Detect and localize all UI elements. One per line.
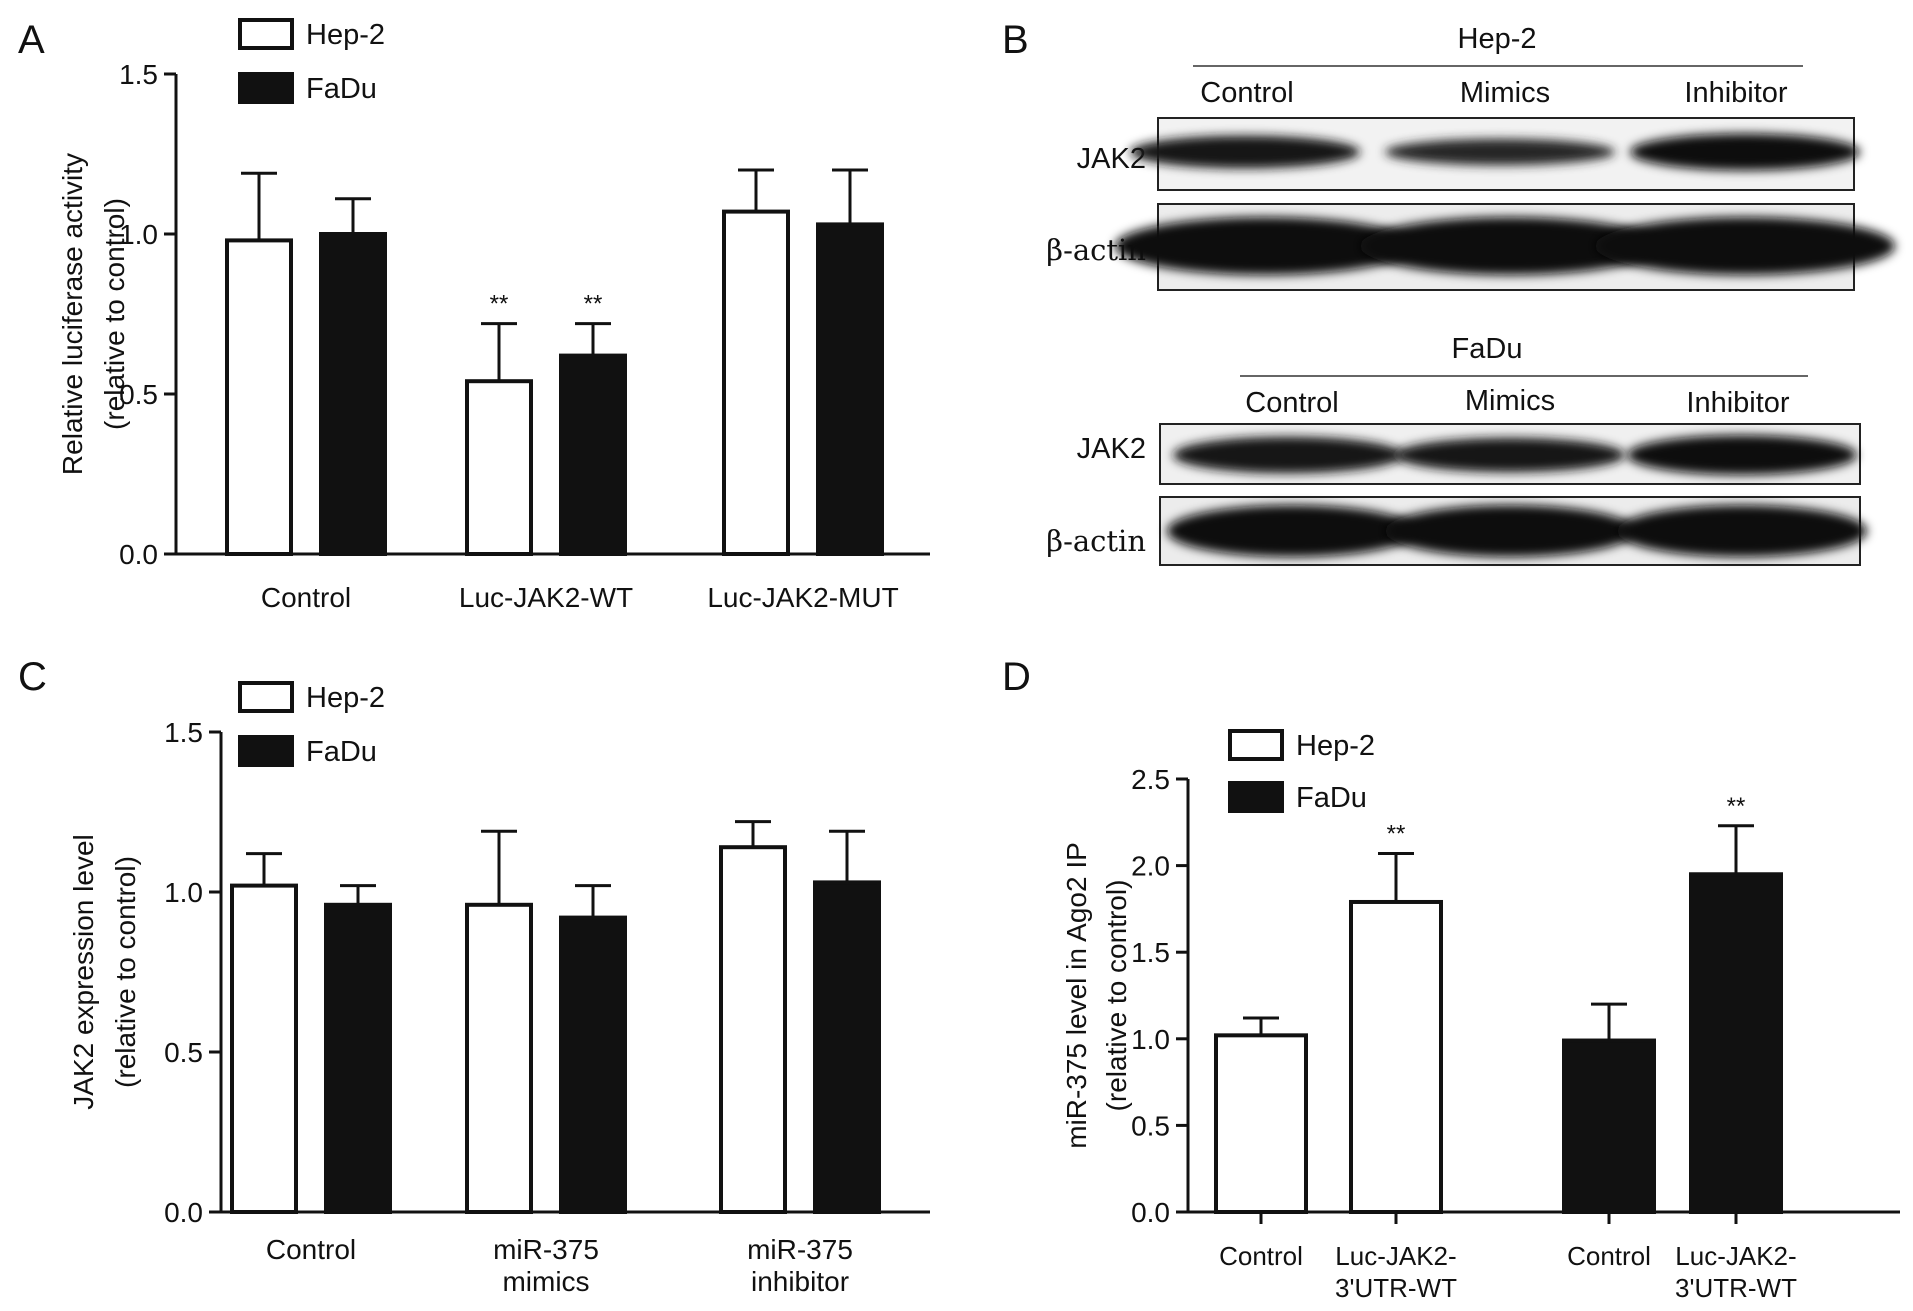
legend-swatch bbox=[1228, 781, 1284, 813]
blot-title-fadu: FaDu bbox=[1452, 333, 1523, 365]
x-tick-label: Control bbox=[266, 1234, 356, 1265]
lane-label-fadu-control: Control bbox=[1245, 387, 1339, 419]
y-tick-label: 0.5 bbox=[164, 1037, 203, 1068]
bar bbox=[1562, 1038, 1656, 1215]
lane-label-fadu-mimics: Mimics bbox=[1465, 385, 1555, 417]
blot-band bbox=[1385, 505, 1635, 557]
blot-band bbox=[1630, 133, 1860, 171]
blot-band bbox=[1385, 138, 1615, 166]
x-tick-label: Luc-JAK2-MUT bbox=[707, 582, 898, 613]
bar bbox=[1689, 872, 1783, 1214]
y-axis-label: miR-375 level in Ago2 IP bbox=[1061, 842, 1092, 1149]
legend-label: FaDu bbox=[1296, 782, 1367, 814]
y-tick-label: 1.5 bbox=[1131, 937, 1170, 968]
bar bbox=[813, 880, 881, 1214]
legend-label: Hep-2 bbox=[306, 19, 385, 51]
blot-band bbox=[1395, 437, 1625, 473]
x-tick-label: mimics bbox=[502, 1266, 589, 1297]
lane-label-hep2-mimics: Mimics bbox=[1460, 77, 1550, 109]
blot-band bbox=[1115, 217, 1415, 275]
significance-label: ** bbox=[1387, 820, 1406, 847]
legend-label: FaDu bbox=[306, 736, 377, 768]
y-tick-label: 0.5 bbox=[119, 379, 158, 410]
blot-band bbox=[1360, 217, 1660, 275]
legend-label: Hep-2 bbox=[306, 682, 385, 714]
y-tick-label: 1.0 bbox=[119, 219, 158, 250]
legend-swatch bbox=[238, 681, 294, 713]
bar bbox=[319, 232, 387, 556]
panel-label-a: A bbox=[18, 18, 45, 62]
x-tick-label: miR-375 bbox=[493, 1234, 599, 1265]
x-tick-label: Luc-JAK2-WT bbox=[459, 582, 633, 613]
y-tick-label: 2.0 bbox=[1131, 851, 1170, 882]
y-tick-label: 0.0 bbox=[1131, 1197, 1170, 1228]
x-tick-label: Luc-JAK2- bbox=[1675, 1241, 1796, 1271]
significance-label: ** bbox=[1727, 793, 1746, 820]
bar bbox=[465, 902, 533, 1215]
y-tick-label: 1.5 bbox=[164, 717, 203, 748]
bar bbox=[225, 238, 293, 556]
y-tick-label: 1.0 bbox=[164, 877, 203, 908]
y-axis-label: (relative to control) bbox=[1101, 880, 1132, 1112]
y-axis-label: JAK2 expression level bbox=[68, 834, 99, 1109]
bar bbox=[324, 902, 392, 1215]
chart-a: 0.0 0.5 1.0 1.5 Relative luciferase activity… bbox=[57, 18, 930, 613]
y-tick-label: 2.5 bbox=[1131, 764, 1170, 795]
bar bbox=[719, 845, 787, 1214]
row-label-fadu-jak2: JAK2 bbox=[1077, 433, 1146, 465]
legend-swatch bbox=[238, 18, 294, 50]
y-tick-label: 0.0 bbox=[164, 1197, 203, 1228]
bar bbox=[559, 353, 627, 556]
y-tick-label: 0.5 bbox=[1131, 1110, 1170, 1141]
panel-label-c: C bbox=[18, 655, 47, 699]
bar bbox=[816, 222, 884, 556]
legend-label: FaDu bbox=[306, 73, 377, 105]
chart-c: 0.0 0.5 1.0 1.5 JAK2 expression level (relati… bbox=[68, 681, 930, 1297]
significance-label: ** bbox=[490, 291, 509, 318]
blot-band bbox=[1595, 217, 1895, 275]
chart-d: 0.0 0.5 1.0 1.5 2.0 2.5 miR-375 level in Ago2 … bbox=[1061, 729, 1900, 1303]
x-tick-label: 3'UTR-WT bbox=[1675, 1273, 1797, 1303]
bar bbox=[1214, 1033, 1308, 1214]
legend-swatch bbox=[238, 735, 294, 767]
y-axis-label: (relative to control) bbox=[99, 198, 130, 430]
x-tick-label: Luc-JAK2- bbox=[1335, 1241, 1456, 1271]
x-tick-label: miR-375 bbox=[747, 1234, 853, 1265]
panel-label-b: B bbox=[1002, 18, 1029, 62]
x-tick-label: 3'UTR-WT bbox=[1335, 1273, 1457, 1303]
y-tick-label: 0.0 bbox=[119, 539, 158, 570]
bar bbox=[559, 915, 627, 1214]
y-tick-label: 1.5 bbox=[119, 59, 158, 90]
blot-band bbox=[1173, 436, 1403, 474]
bar bbox=[230, 883, 298, 1214]
blot-title-hep2: Hep-2 bbox=[1458, 23, 1537, 55]
lane-label-fadu-inhibitor: Inhibitor bbox=[1686, 387, 1790, 419]
x-tick-label: inhibitor bbox=[751, 1266, 849, 1297]
legend-label: Hep-2 bbox=[1296, 730, 1375, 762]
blot-band bbox=[1130, 135, 1360, 169]
blot-band bbox=[1167, 505, 1417, 557]
bar bbox=[722, 209, 790, 556]
blot-band bbox=[1627, 435, 1857, 475]
x-tick-label: Control bbox=[1567, 1241, 1651, 1271]
blot-band bbox=[1617, 505, 1867, 557]
lane-label-hep2-inhibitor: Inhibitor bbox=[1684, 77, 1788, 109]
legend-swatch bbox=[238, 72, 294, 104]
bar bbox=[1349, 899, 1443, 1215]
significance-label: ** bbox=[584, 291, 603, 318]
x-tick-label: Control bbox=[1219, 1241, 1303, 1271]
panel-label-d: D bbox=[1002, 655, 1031, 699]
bar bbox=[465, 379, 533, 557]
lane-label-hep2-control: Control bbox=[1200, 77, 1294, 109]
y-axis-label: (relative to control) bbox=[110, 856, 141, 1088]
western-blot-panel: Hep-2 Control Mimics Inhibitor JAK2 β-ac… bbox=[1046, 23, 1895, 566]
y-tick-label: 1.0 bbox=[1131, 1024, 1170, 1055]
x-tick-label: Control bbox=[261, 582, 351, 613]
legend-swatch bbox=[1228, 729, 1284, 761]
y-axis-label: Relative luciferase activity bbox=[57, 153, 88, 475]
row-label-fadu-actin: β-actin bbox=[1046, 524, 1146, 558]
